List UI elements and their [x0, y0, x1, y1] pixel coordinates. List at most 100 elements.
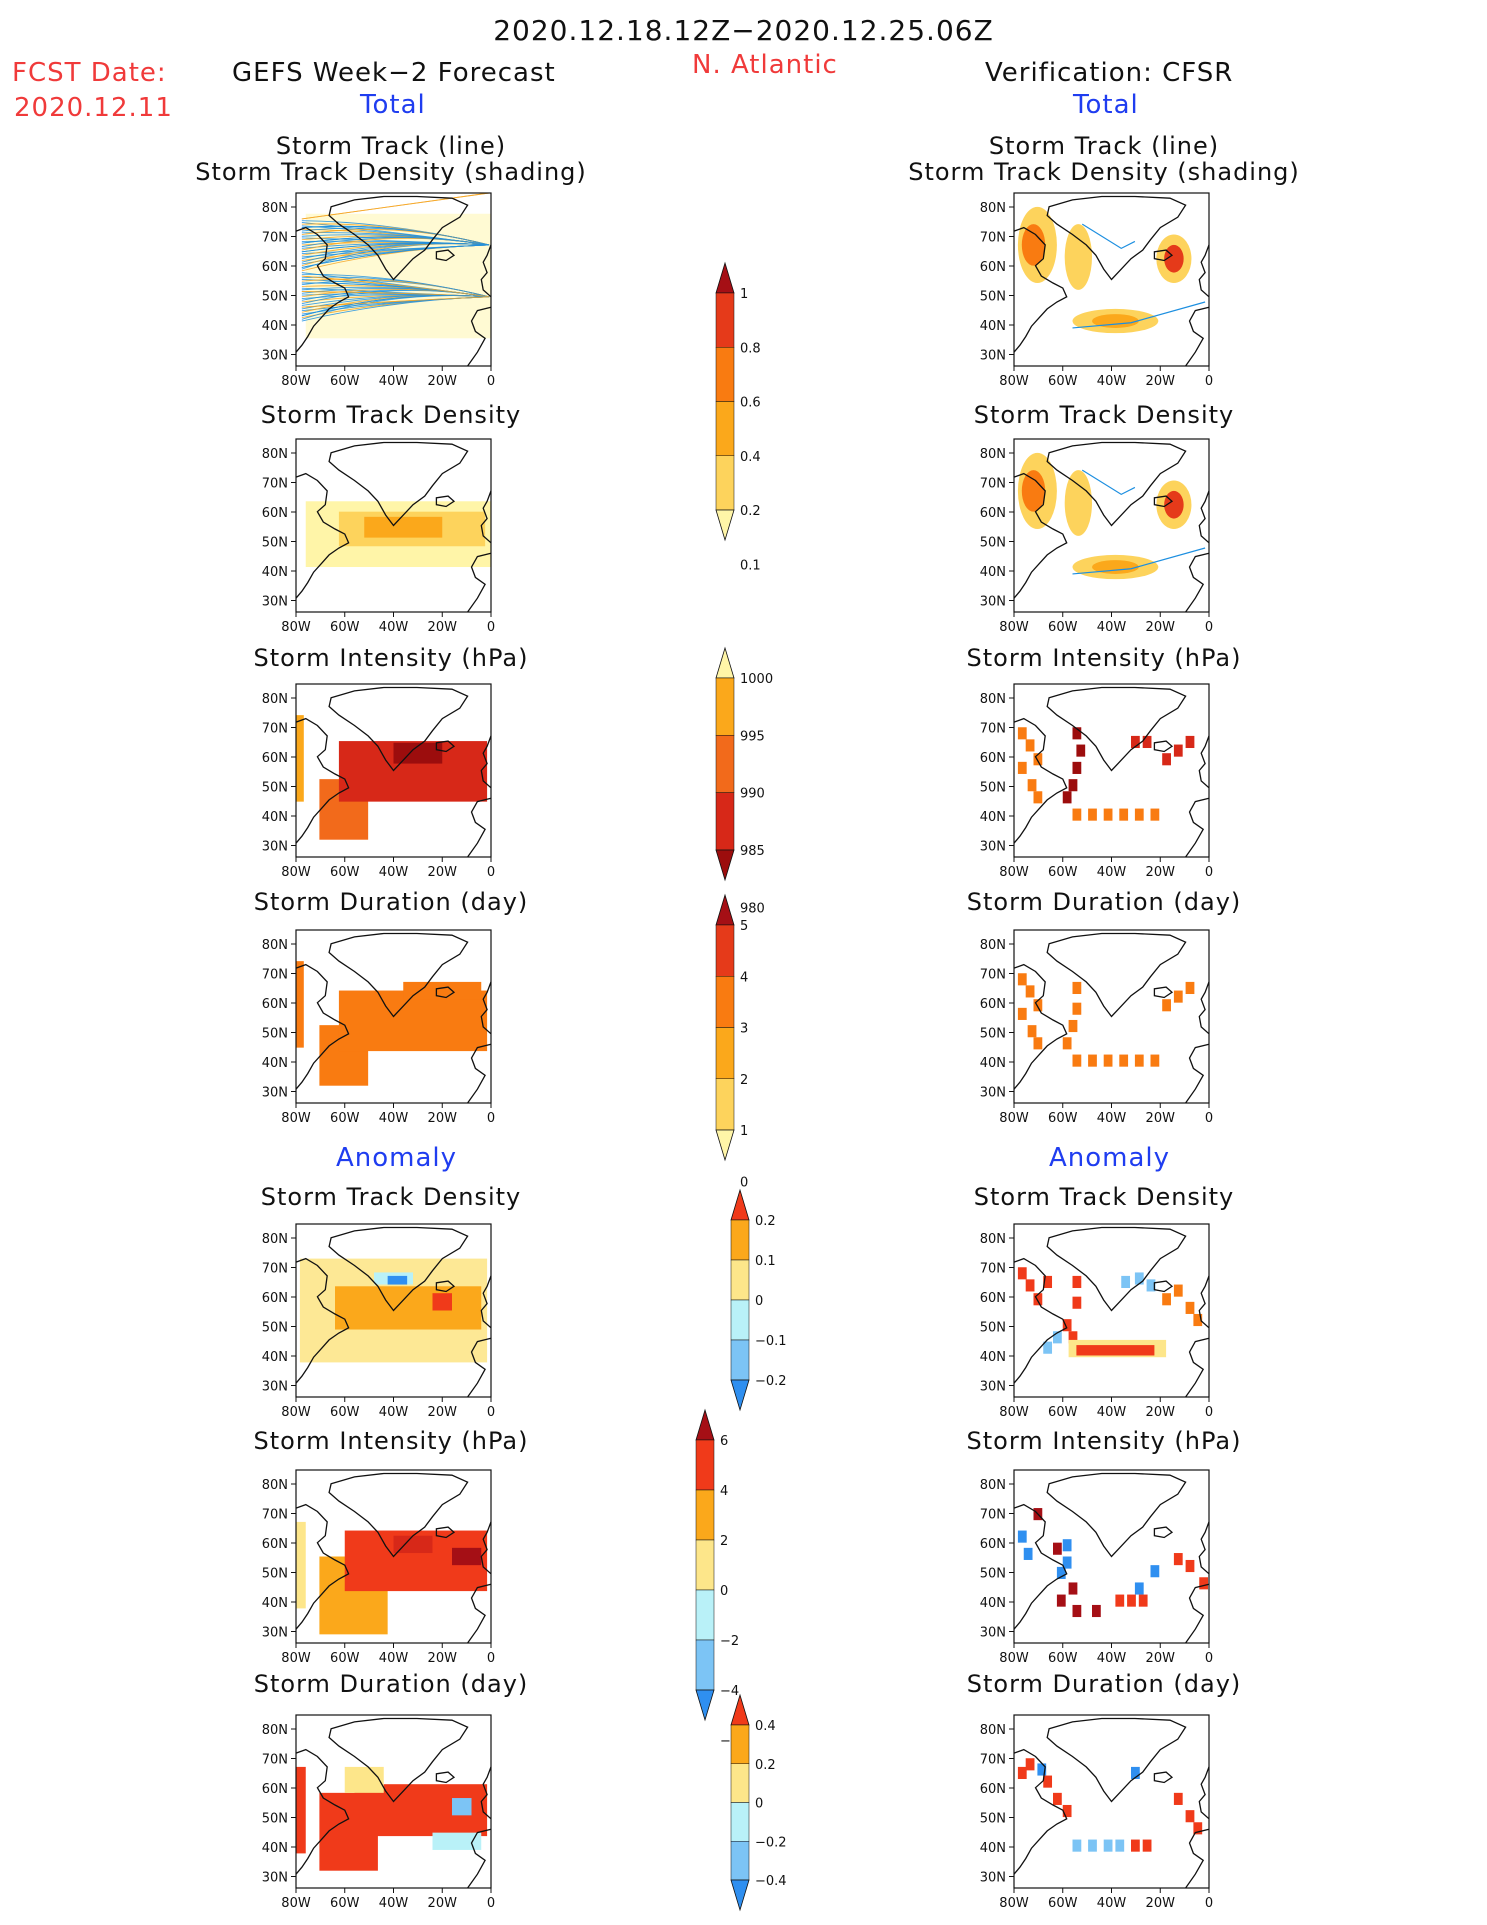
lat-tick-label: 30N [980, 1086, 1006, 1101]
lat-tick-label: 60N [980, 751, 1006, 766]
lat-tick-label: 50N [980, 1027, 1006, 1042]
lat-tick-label: 60N [980, 506, 1006, 521]
lat-tick-label: 40N [980, 1596, 1006, 1611]
lon-tick-label: 20W [428, 374, 458, 389]
lat-tick-label: 40N [262, 1350, 288, 1365]
map-panel-left-4: 80N 70N 60N 50N 40N 30N 80W 60W 40W 20W 0 [262, 1223, 495, 1420]
lat-tick-label: 40N [980, 1350, 1006, 1365]
lat-tick-label: 80N [262, 447, 288, 462]
lat-tick-label: 40N [980, 1056, 1006, 1071]
lon-tick-label: 0 [1205, 1405, 1213, 1420]
colorbar-tick-label: 0.4 [740, 450, 761, 465]
lat-tick-label: 80N [262, 1232, 288, 1247]
colorbar-tick-label: −0.2 [755, 1374, 787, 1389]
map-panel-right-6: 80N 70N 60N 50N 40N 30N 80W 60W 40W 20W 0 [980, 1714, 1213, 1911]
coastline [1013, 932, 1210, 1104]
coastline [295, 1717, 492, 1889]
lon-tick-label: 80W [999, 1651, 1029, 1666]
colorbar-tick-label: 0.2 [740, 504, 761, 519]
lat-tick-label: 80N [262, 201, 288, 216]
lon-tick-label: 20W [1146, 1111, 1176, 1126]
colorbar-tick-label: 0.2 [755, 1214, 776, 1229]
coastline [1013, 441, 1210, 613]
title-duration-right: Storm Duration (day) [966, 888, 1242, 916]
lat-tick-label: 50N [980, 1812, 1006, 1827]
lon-tick-label: 80W [999, 1111, 1029, 1126]
lon-tick-label: 60W [1048, 1405, 1078, 1420]
title-intensity-left: Storm Intensity (hPa) [253, 644, 529, 672]
colorbar-tick-label: 980 [740, 901, 765, 916]
lat-tick-label: 70N [980, 477, 1006, 492]
lon-tick-label: 60W [330, 374, 360, 389]
lat-tick-label: 40N [262, 565, 288, 580]
lat-tick-label: 80N [262, 692, 288, 707]
lat-tick-label: 30N [980, 840, 1006, 855]
lon-tick-label: 60W [330, 1405, 360, 1420]
colorbar-tick-label: 990 [740, 787, 765, 802]
lon-tick-label: 40W [379, 865, 409, 880]
lat-tick-label: 30N [262, 595, 288, 610]
title-anom-duration-left: Storm Duration (day) [253, 1670, 529, 1698]
lat-tick-label: 40N [980, 319, 1006, 334]
lon-tick-label: 40W [379, 1405, 409, 1420]
lat-tick-label: 60N [262, 997, 288, 1012]
lat-tick-label: 80N [980, 201, 1006, 216]
lon-tick-label: 80W [281, 865, 311, 880]
map-panel-left-6: 80N 70N 60N 50N 40N 30N 80W 60W 40W 20W 0 [262, 1714, 495, 1911]
map-panel-right-1: 80N 70N 60N 50N 40N 30N 80W 60W 40W 20W 0 [980, 438, 1213, 635]
colorbar-tick-label: −4 [720, 1684, 739, 1699]
lat-tick-label: 40N [262, 810, 288, 825]
lat-tick-label: 30N [980, 1626, 1006, 1641]
coastline [295, 441, 492, 613]
lon-tick-label: 40W [379, 374, 409, 389]
left-total-label: Total [360, 90, 426, 120]
colorbar-tick-label: 1000 [740, 672, 773, 687]
lon-tick-label: 80W [999, 620, 1029, 635]
lon-tick-label: 80W [999, 865, 1029, 880]
lon-tick-label: 60W [1048, 1111, 1078, 1126]
colorbar-tick-label: 985 [740, 844, 765, 859]
lat-tick-label: 40N [262, 1841, 288, 1856]
lon-tick-label: 60W [1048, 374, 1078, 389]
lat-tick-label: 70N [262, 477, 288, 492]
lon-tick-label: 20W [428, 620, 458, 635]
lon-tick-label: 40W [1097, 865, 1127, 880]
lat-tick-label: 70N [262, 1262, 288, 1277]
colorbar-tick-label: 0.2 [755, 1758, 776, 1773]
lon-tick-label: 20W [1146, 1896, 1176, 1911]
lon-tick-label: 20W [428, 865, 458, 880]
right-heading: Verification: CFSR [985, 58, 1234, 88]
title-anom-density-left: Storm Track Density [260, 1183, 522, 1211]
lat-tick-label: 80N [262, 1478, 288, 1493]
coastline [295, 1472, 492, 1644]
lat-tick-label: 50N [262, 1567, 288, 1582]
lat-tick-label: 70N [980, 231, 1006, 246]
coastline [1013, 686, 1210, 858]
coastline [1013, 195, 1210, 367]
lat-tick-label: 50N [980, 290, 1006, 305]
lat-tick-label: 80N [980, 447, 1006, 462]
colorbar-tick-label: 2 [740, 1073, 748, 1088]
lon-tick-label: 60W [330, 620, 360, 635]
lat-tick-label: 80N [980, 1723, 1006, 1738]
lon-tick-label: 40W [379, 1896, 409, 1911]
lat-tick-label: 70N [980, 968, 1006, 983]
lat-tick-label: 60N [980, 1782, 1006, 1797]
lat-tick-label: 80N [980, 1232, 1006, 1247]
lon-tick-label: 20W [1146, 1405, 1176, 1420]
lon-tick-label: 60W [330, 1651, 360, 1666]
lon-tick-label: 0 [487, 620, 495, 635]
lat-tick-label: 50N [262, 1812, 288, 1827]
lon-tick-label: 40W [1097, 1111, 1127, 1126]
colorbar-tick-label: −0.4 [755, 1874, 787, 1889]
lat-tick-label: 30N [262, 1626, 288, 1641]
map-panel-right-5: 80N 70N 60N 50N 40N 30N 80W 60W 40W 20W 0 [980, 1469, 1213, 1666]
lat-tick-label: 60N [262, 1537, 288, 1552]
lon-tick-label: 20W [428, 1111, 458, 1126]
coastline [1013, 1226, 1210, 1398]
lon-tick-label: 20W [1146, 374, 1176, 389]
left-anomaly-label: Anomaly [336, 1143, 458, 1173]
map-panel-left-3: 80N 70N 60N 50N 40N 30N 80W 60W 40W 20W 0 [262, 929, 495, 1126]
lat-tick-label: 70N [262, 968, 288, 983]
